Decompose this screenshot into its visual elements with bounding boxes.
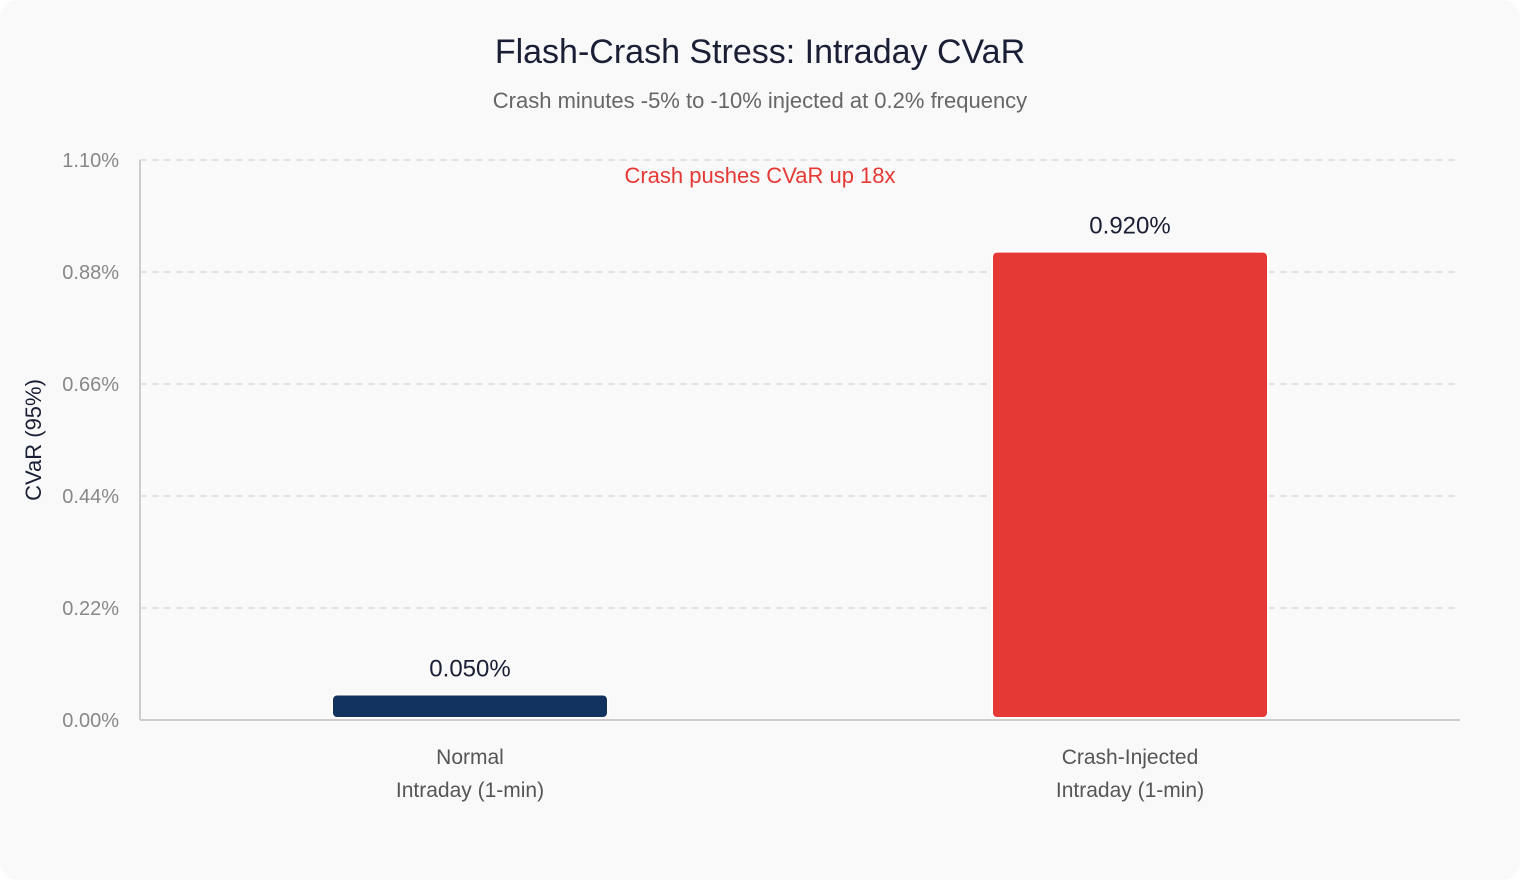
- y-tick-label: 0.88%: [62, 262, 119, 284]
- bar: [991, 250, 1269, 720]
- bars-group: 0.050% Normal Intraday (1-min) 0.920% Crash-…: [331, 213, 1269, 802]
- x-tick-label: Normal: [436, 746, 504, 769]
- y-tick-label: 0.22%: [62, 598, 119, 620]
- gridlines: [140, 159, 1460, 609]
- x-tick-label: Intraday (1-min): [396, 779, 544, 802]
- bar-value-label: 0.920%: [1089, 213, 1170, 240]
- chart-annotation: Crash pushes CVaR up 18x: [624, 163, 895, 188]
- y-tick-label: 0.00%: [62, 710, 119, 732]
- bar-value-label: 0.050%: [429, 656, 510, 683]
- chart-subtitle: Crash minutes -5% to -10% injected at 0.…: [493, 88, 1027, 113]
- x-tick-label: Intraday (1-min): [1056, 779, 1204, 802]
- y-tick-label: 0.44%: [62, 486, 119, 508]
- x-tick-label: Crash-Injected: [1062, 746, 1199, 769]
- y-tick-label: 1.10%: [62, 150, 119, 172]
- y-axis-ticks: 0.00% 0.22% 0.44% 0.66% 0.88% 1.10%: [62, 150, 119, 732]
- y-tick-label: 0.66%: [62, 374, 119, 396]
- y-axis-label: CVaR (95%): [21, 379, 46, 501]
- bar: [331, 693, 609, 720]
- chart-title: Flash-Crash Stress: Intraday CVaR: [495, 33, 1025, 71]
